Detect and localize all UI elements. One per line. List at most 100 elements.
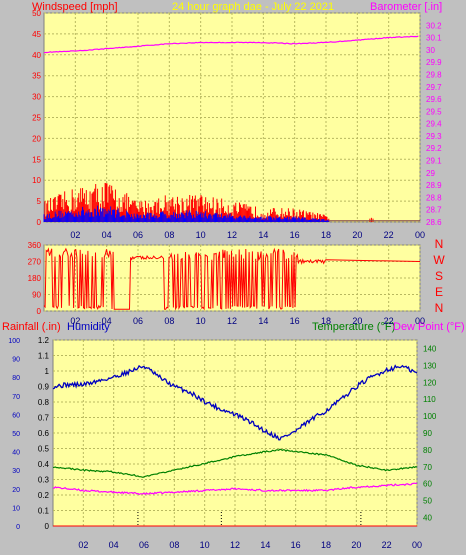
humidity-tick-label: 70 bbox=[12, 394, 20, 401]
x-tick-label: 22 bbox=[382, 540, 392, 550]
barometer-tick-label: 29.9 bbox=[426, 58, 442, 67]
temperature-tick-label: 100 bbox=[423, 412, 437, 421]
humidity-tick-label: 10 bbox=[12, 505, 20, 512]
temperature-tick-label: 110 bbox=[423, 395, 436, 404]
wind-tick-label: 20 bbox=[32, 134, 41, 143]
barometer-axis-label: Barometer [.in] bbox=[370, 1, 442, 13]
compass-label: W bbox=[433, 253, 445, 267]
graph-title: 24 hour graph dae - July 22 2021 bbox=[172, 1, 334, 13]
x-tick-label: 08 bbox=[169, 540, 179, 550]
x-tick-label: 22 bbox=[384, 230, 394, 240]
x-tick-label: 18 bbox=[321, 540, 331, 550]
rainfall-tick-label: 0 bbox=[45, 522, 50, 531]
temperature-tick-label: 90 bbox=[423, 429, 432, 438]
direction-tick-label: 180 bbox=[28, 274, 42, 283]
barometer-tick-label: 29.5 bbox=[426, 107, 442, 116]
wind-tick-label: 0 bbox=[37, 218, 42, 227]
rainfall-tick-label: 0.8 bbox=[38, 398, 50, 407]
wind-barometer-panel: 02 04 06 08 10 12 14 16 18 20 22 000510152025303540… bbox=[32, 9, 442, 240]
wind-axis-label: Windspeed [mph] bbox=[32, 1, 118, 13]
wind-direction-line bbox=[43, 247, 421, 311]
humidity-tick-label: 90 bbox=[12, 357, 20, 364]
humidity-axis-label: Humidity bbox=[67, 321, 110, 333]
wind-tick-label: 40 bbox=[32, 51, 41, 60]
humidity-tick-label: 20 bbox=[12, 487, 20, 494]
x-tick-label: 14 bbox=[260, 540, 270, 550]
direction-tick-label: 360 bbox=[28, 241, 42, 250]
barometer-tick-label: 28.6 bbox=[426, 218, 442, 227]
barometer-tick-label: 29.8 bbox=[426, 70, 442, 79]
wind-tick-label: 15 bbox=[32, 155, 41, 164]
humidity-tick-label: 100 bbox=[8, 338, 20, 345]
temperature-tick-label: 130 bbox=[423, 361, 437, 370]
temperature-tick-label: 50 bbox=[423, 497, 432, 506]
humidity-tick-label: 0 bbox=[16, 524, 20, 531]
humidity-tick-label: 40 bbox=[12, 450, 20, 457]
temperature-axis-label: Temperature (°F) bbox=[312, 321, 395, 333]
rainfall-tick-label: 0.3 bbox=[38, 476, 50, 485]
x-tick-label: 04 bbox=[102, 230, 112, 240]
x-tick-label: 02 bbox=[70, 316, 80, 326]
x-tick-label: 02 bbox=[78, 540, 88, 550]
barometer-tick-label: 29.3 bbox=[426, 132, 442, 141]
humidity-tick-label: 30 bbox=[12, 468, 20, 475]
dew-point-line bbox=[52, 482, 418, 496]
direction-tick-label: 90 bbox=[32, 291, 41, 300]
barometer-tick-label: 29.6 bbox=[426, 95, 442, 104]
x-tick-label: 00 bbox=[415, 316, 425, 326]
rainfall-axis-label: Rainfall (.in) bbox=[2, 321, 61, 333]
x-tick-label: 16 bbox=[290, 230, 300, 240]
x-tick-label: 06 bbox=[133, 230, 143, 240]
humidity-tick-label: 50 bbox=[12, 431, 20, 438]
barometer-tick-label: 30 bbox=[426, 46, 435, 55]
x-tick-label: 06 bbox=[133, 316, 143, 326]
temperature-tick-label: 60 bbox=[423, 480, 432, 489]
wind-tick-label: 10 bbox=[32, 176, 41, 185]
rainfall-tick-label: 1.1 bbox=[38, 352, 50, 361]
x-tick-label: 14 bbox=[258, 230, 268, 240]
rainfall-tick-label: 0.6 bbox=[38, 429, 50, 438]
x-tick-label: 18 bbox=[321, 316, 331, 326]
humidity-tick-label: 80 bbox=[12, 375, 20, 382]
humidity-line bbox=[52, 364, 418, 441]
barometer-tick-label: 29.4 bbox=[426, 120, 442, 129]
x-tick-label: 20 bbox=[352, 316, 362, 326]
rainfall-tick-label: 0.1 bbox=[38, 507, 50, 516]
x-tick-label: 22 bbox=[384, 316, 394, 326]
barometer-tick-label: 28.7 bbox=[426, 206, 442, 215]
wind-tick-label: 30 bbox=[32, 93, 41, 102]
dew-point-axis-label: Dew Point (°F) bbox=[393, 321, 465, 333]
rainfall-tick-label: 1 bbox=[45, 367, 50, 376]
x-tick-label: 04 bbox=[102, 316, 112, 326]
x-tick-label: 12 bbox=[227, 316, 237, 326]
temperature-tick-label: 120 bbox=[423, 378, 437, 387]
barometer-line bbox=[43, 35, 419, 54]
barometer-tick-label: 28.8 bbox=[426, 193, 442, 202]
rainfall-tick-label: 0.9 bbox=[38, 383, 50, 392]
direction-tick-label: 0 bbox=[37, 307, 42, 316]
x-tick-label: 20 bbox=[351, 540, 361, 550]
compass-label: N bbox=[435, 237, 444, 251]
wind-tick-label: 50 bbox=[32, 9, 41, 18]
temperature-line bbox=[52, 448, 418, 478]
humidity-temperature-panel: 02 04 06 08 10 12 14 16 18 20 22 0000.10.20.30.40.5… bbox=[8, 336, 437, 550]
rainfall-tick-label: 0.2 bbox=[38, 491, 50, 500]
x-tick-label: 16 bbox=[291, 540, 301, 550]
rainfall-tick-label: 1.2 bbox=[38, 336, 50, 345]
barometer-tick-label: 29 bbox=[426, 169, 435, 178]
x-tick-label: 10 bbox=[196, 230, 206, 240]
barometer-tick-label: 29.2 bbox=[426, 144, 442, 153]
x-tick-label: 14 bbox=[258, 316, 268, 326]
compass-label: E bbox=[435, 285, 443, 299]
rainfall-tick-label: 0.7 bbox=[38, 414, 50, 423]
barometer-tick-label: 30.1 bbox=[426, 34, 442, 43]
x-tick-label: 10 bbox=[200, 540, 210, 550]
wind-tick-label: 25 bbox=[32, 114, 41, 123]
x-tick-label: 00 bbox=[412, 540, 422, 550]
x-tick-label: 12 bbox=[227, 230, 237, 240]
temperature-tick-label: 80 bbox=[423, 446, 432, 455]
humidity-tick-label: 60 bbox=[12, 412, 20, 419]
x-tick-label: 16 bbox=[290, 316, 300, 326]
